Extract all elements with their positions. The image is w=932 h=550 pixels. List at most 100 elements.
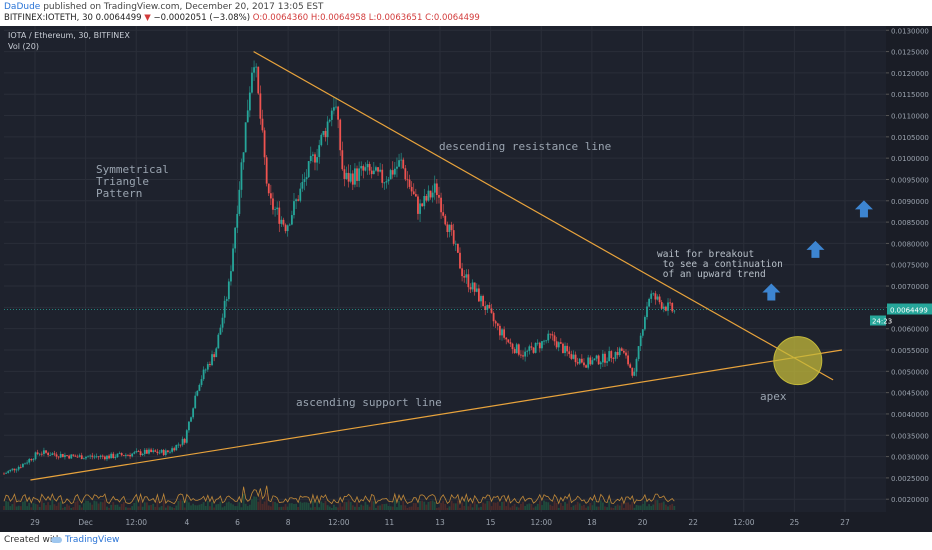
volume-bar: [108, 507, 110, 510]
candle-body: [501, 329, 503, 336]
candle-body: [601, 353, 604, 363]
candle-body: [17, 466, 20, 470]
candle-body: [303, 179, 306, 182]
volume-bar: [381, 504, 384, 510]
volume-bar: [461, 502, 463, 510]
volume-bar: [671, 503, 674, 510]
volume-bar: [419, 500, 421, 510]
candle-body: [108, 455, 110, 459]
volume-bar: [253, 496, 255, 510]
volume-bar: [263, 501, 266, 510]
candle-body: [162, 450, 165, 455]
candle-body: [566, 345, 569, 352]
candle-body: [11, 468, 14, 470]
volume-bar: [601, 502, 604, 510]
volume-bar: [164, 507, 167, 510]
candle-body: [255, 66, 258, 68]
volume-bar: [85, 500, 87, 510]
volume-bar: [87, 500, 89, 510]
volume-bar: [234, 506, 237, 510]
candle-body: [129, 454, 131, 457]
candle-body: [188, 421, 190, 431]
candle-body: [318, 145, 321, 158]
volume-bar: [656, 500, 659, 510]
candle-body: [358, 168, 361, 181]
candle-body: [89, 455, 92, 457]
candle-body: [244, 122, 247, 153]
y-tick-label: 0.0060000: [891, 326, 929, 334]
volume-bar: [139, 500, 142, 510]
candle-body: [559, 342, 562, 344]
candle-body: [530, 346, 533, 348]
candle-body: [209, 364, 211, 366]
volume-bar: [627, 502, 629, 510]
x-tick-label: 20: [638, 518, 648, 527]
volume-bar: [662, 501, 665, 510]
candle-body: [122, 455, 125, 457]
volume-bar: [644, 500, 646, 510]
candle-body: [238, 189, 241, 214]
volume-bar: [238, 502, 241, 510]
candle-body: [85, 456, 87, 459]
candle-body: [410, 186, 413, 192]
candle-body: [274, 209, 276, 210]
volume-bar: [215, 504, 218, 510]
volume-bar: [17, 505, 20, 510]
volume-bar: [480, 506, 482, 510]
volume-bar: [177, 501, 180, 510]
volume-bar: [204, 505, 207, 510]
candle-body: [225, 299, 228, 301]
support-line: [30, 349, 842, 481]
apex-annotation: apex: [760, 390, 787, 403]
volume-bar: [673, 505, 676, 510]
candle-body: [589, 357, 592, 365]
volume-bar: [606, 507, 608, 510]
candle-body: [173, 448, 176, 451]
candle-body: [110, 453, 113, 459]
candle-body: [625, 352, 627, 356]
candle-body: [223, 300, 226, 318]
candle-body: [627, 355, 629, 365]
author-link[interactable]: DaDude: [4, 2, 41, 12]
volume-bar: [244, 503, 247, 510]
candle-body: [456, 243, 459, 253]
candle-body: [38, 453, 41, 455]
tradingview-logo[interactable]: TradingView: [51, 535, 119, 545]
resistance-line: [253, 51, 834, 381]
candle-body: [446, 224, 449, 233]
candle-body: [654, 293, 657, 300]
x-tick-label: 22: [688, 518, 698, 527]
candle-body: [423, 195, 426, 207]
candle-body: [307, 161, 310, 178]
candle-body: [339, 119, 342, 151]
candle-body: [494, 321, 497, 324]
candle-body: [112, 453, 115, 458]
candle-body: [316, 157, 318, 163]
candle-body: [242, 152, 245, 163]
volume-bar: [509, 507, 512, 510]
volume-bar: [490, 506, 493, 510]
volume-bar: [345, 502, 348, 510]
volume-bar: [223, 506, 226, 510]
candle-body: [139, 451, 142, 456]
volume-bar: [562, 505, 564, 510]
volume-bar: [379, 505, 382, 510]
volume-bar: [110, 504, 113, 510]
candle-body: [534, 342, 537, 353]
candle-body: [622, 350, 625, 353]
price-chart[interactable]: 0.0130000 0.0125000 0.0120000 0.0115000 0.01…: [0, 26, 932, 532]
volume-bar: [477, 507, 480, 510]
candle-body: [429, 190, 432, 198]
volume-bar: [284, 504, 287, 510]
volume-bar: [148, 505, 150, 510]
volume-bar: [400, 505, 403, 510]
candle-body: [87, 456, 89, 458]
candle-body: [383, 182, 386, 184]
volume-bar: [349, 501, 352, 510]
volume-bar: [211, 502, 213, 510]
x-tick-label: 6: [235, 518, 240, 527]
ohlc-line: BITFINEX:IOTETH, 30 0.0064499 ▼ −0.00020…: [4, 13, 480, 23]
volume-bar: [293, 503, 295, 510]
candle-body: [156, 451, 159, 454]
volume-bar: [152, 503, 155, 510]
